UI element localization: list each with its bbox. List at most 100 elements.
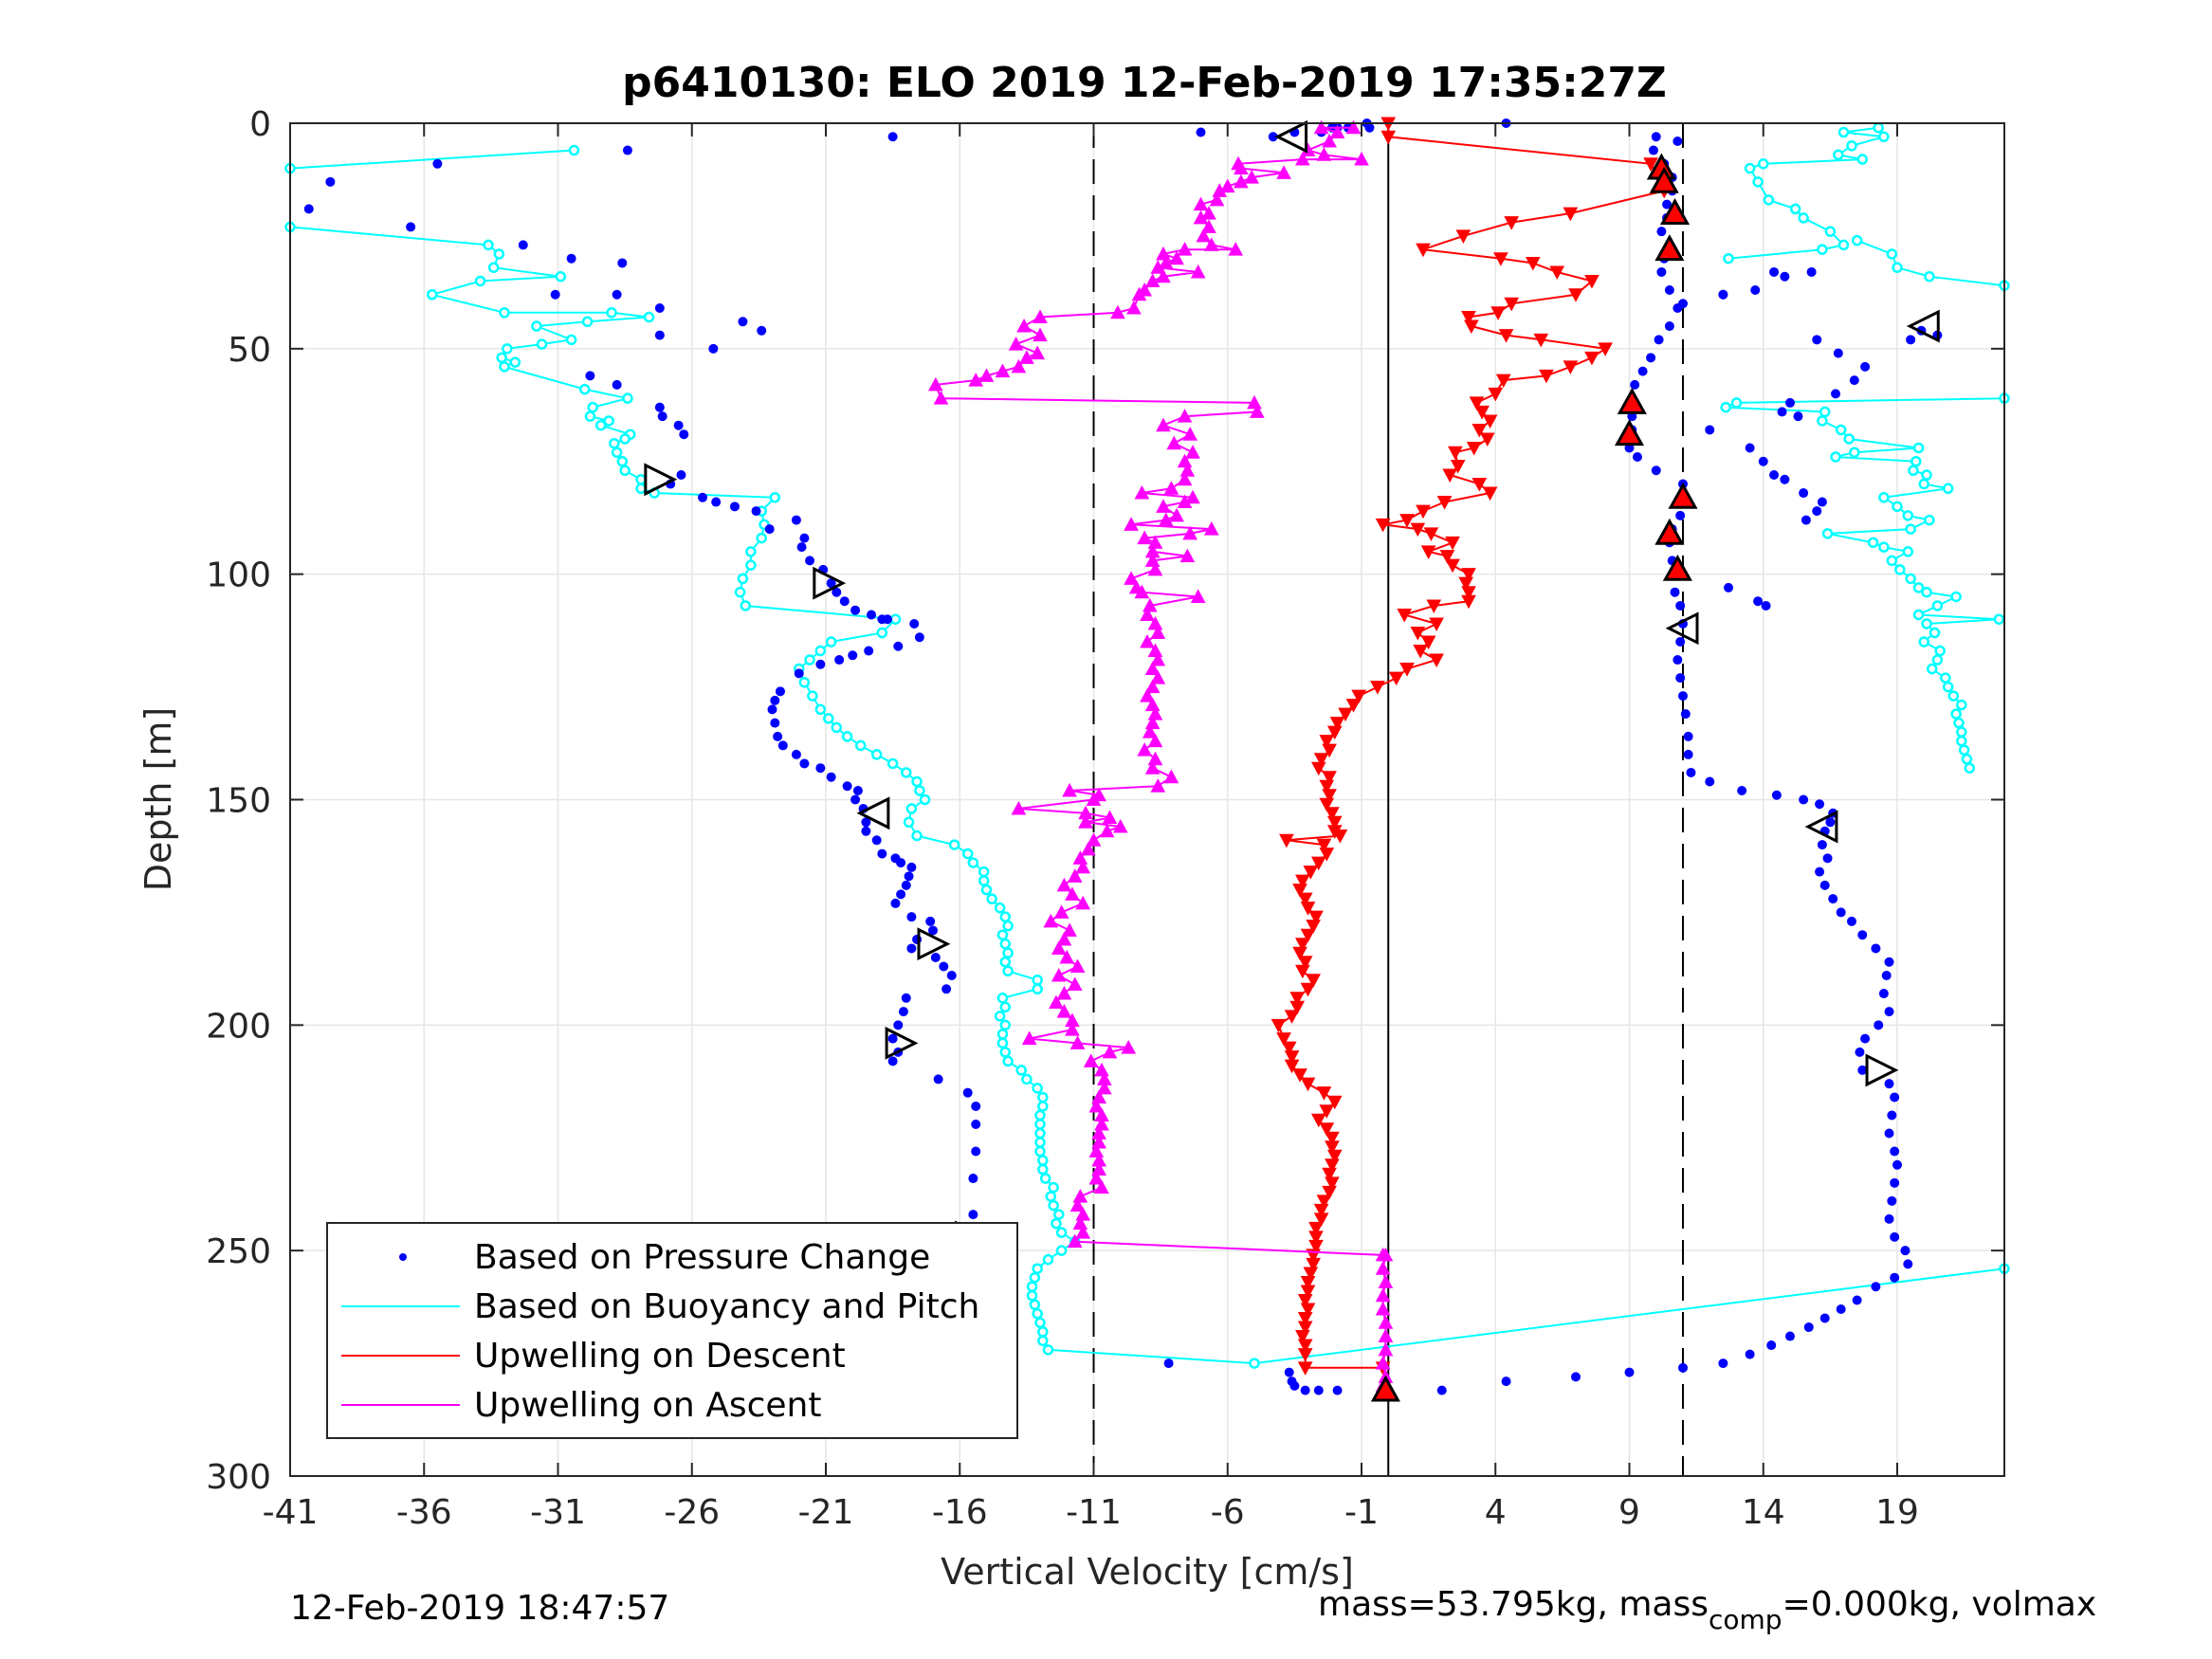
- ascent-point: [1137, 530, 1153, 545]
- buoyancy-point: [496, 352, 507, 364]
- ascent-point: [1078, 814, 1093, 829]
- legend: Based on Pressure Change Based on Buoyanc…: [326, 1222, 1018, 1439]
- pressure-point: [1637, 366, 1648, 376]
- ascent-point: [1091, 1125, 1106, 1139]
- buoyancy-point: [870, 749, 883, 760]
- buoyancy-point: [1032, 1263, 1043, 1274]
- ascent-point: [1144, 543, 1161, 558]
- buoyancy-point: [1051, 1217, 1062, 1230]
- pressure-point: [1753, 596, 1764, 607]
- buoyancy-point: [967, 857, 979, 868]
- pressure-point: [815, 763, 826, 774]
- descent-point: [1463, 319, 1479, 335]
- ascent-point: [1137, 282, 1153, 297]
- buoyancy-point: [814, 645, 827, 657]
- pressure-point: [1656, 266, 1667, 277]
- descent-point: [1319, 735, 1335, 749]
- descent-point: [1325, 1158, 1340, 1173]
- pressure-point: [1680, 709, 1691, 720]
- descent-point: [1345, 699, 1362, 713]
- descent-point: [1436, 496, 1453, 510]
- pressure-point: [1624, 1367, 1635, 1377]
- pressure-point: [867, 610, 877, 620]
- pressure-point: [887, 1033, 898, 1044]
- ascent-point: [1086, 832, 1102, 847]
- ascent-point: [1156, 246, 1171, 261]
- buoyancy-point: [555, 270, 567, 283]
- pressure-point: [799, 758, 810, 769]
- x-tick-label: 9: [1618, 1493, 1640, 1532]
- pressure-point: [1745, 443, 1755, 453]
- buoyancy-point: [1002, 965, 1014, 977]
- buoyancy-point: [1878, 131, 1890, 143]
- pressure-point: [777, 740, 788, 751]
- buoyancy-point: [1002, 920, 1014, 932]
- buoyancy-point: [1744, 162, 1756, 174]
- descent-point: [1313, 1212, 1329, 1227]
- pressure-point: [1819, 880, 1830, 890]
- series-line: [1728, 126, 1885, 260]
- pressure-point: [1758, 456, 1768, 466]
- pressure-point: [1852, 1295, 1862, 1305]
- ascent-point: [1193, 196, 1209, 211]
- descent-point: [1300, 1303, 1316, 1318]
- ascent-point: [1033, 327, 1048, 342]
- ascent-point: [1150, 670, 1166, 684]
- descent-point: [1326, 1095, 1343, 1110]
- descent-point: [1284, 1059, 1300, 1074]
- pressure-point: [1822, 853, 1833, 864]
- ascent-point: [1179, 463, 1196, 477]
- pressure-point: [1686, 767, 1696, 777]
- descent-point: [1297, 1361, 1313, 1376]
- buoyancy-point: [1824, 226, 1837, 237]
- buoyancy-point: [1821, 528, 1834, 539]
- pressure-point: [1833, 348, 1843, 358]
- descent-point: [1297, 956, 1313, 970]
- descent-point: [1292, 946, 1307, 961]
- descent-point: [1297, 1312, 1313, 1326]
- descent-point: [1397, 608, 1413, 623]
- ascent-point: [1228, 242, 1244, 256]
- descent-point: [1375, 518, 1391, 533]
- ascent-point: [1094, 1179, 1109, 1194]
- descent-point: [1370, 681, 1385, 695]
- ascent-point: [1067, 868, 1083, 883]
- descent-point: [1281, 1041, 1297, 1056]
- ascent-point: [1008, 337, 1024, 351]
- pressure-point: [1705, 425, 1715, 435]
- ascent-point: [1043, 913, 1059, 928]
- descent-point: [1297, 1348, 1313, 1362]
- buoyancy-point: [1034, 1317, 1046, 1329]
- descent-point: [1297, 892, 1313, 907]
- pressure-point: [617, 258, 628, 268]
- series-2: [1271, 117, 1673, 1376]
- buoyancy-point: [1053, 1209, 1065, 1220]
- descent-point: [1448, 446, 1463, 461]
- ascent-point: [1231, 155, 1246, 171]
- descent-point: [1316, 1086, 1332, 1101]
- descent-point: [1300, 1077, 1316, 1092]
- ascent-point: [1088, 1171, 1105, 1185]
- pressure-point: [1884, 1213, 1894, 1224]
- pressure-point: [906, 943, 917, 954]
- pressure-point: [832, 587, 842, 597]
- pressure-point: [898, 1007, 908, 1017]
- buoyancy-point: [1892, 501, 1903, 513]
- descent-point: [1319, 848, 1335, 862]
- buoyancy-point: [1798, 212, 1809, 224]
- x-tick-label: 14: [1742, 1493, 1785, 1532]
- buoyancy-point: [901, 767, 912, 778]
- descent-point: [1429, 653, 1444, 668]
- descent-point: [1310, 1113, 1326, 1128]
- pressure-point: [796, 542, 807, 553]
- buoyancy-point: [1894, 564, 1906, 575]
- pressure-point: [1683, 749, 1693, 759]
- buoyancy-point: [1912, 609, 1925, 621]
- descent-point: [1563, 360, 1579, 374]
- pressure-point: [794, 668, 804, 679]
- pressure-point: [1819, 1313, 1830, 1323]
- buoyancy-point: [841, 731, 853, 742]
- buoyancy-point: [1950, 591, 1962, 603]
- buoyancy-point: [594, 419, 607, 431]
